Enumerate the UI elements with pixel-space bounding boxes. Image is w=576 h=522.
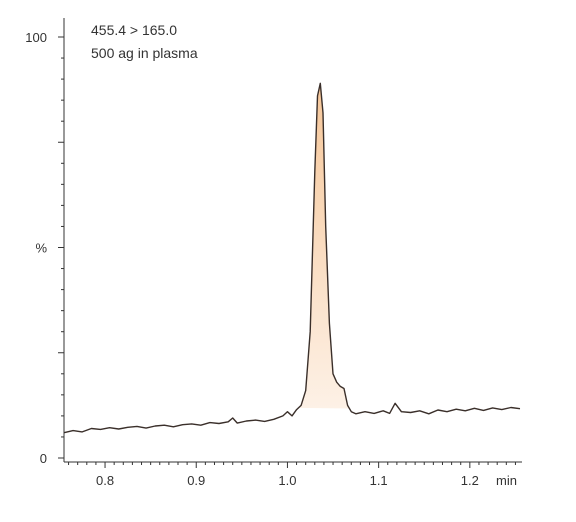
- x-tick-label: 1.0: [278, 473, 296, 488]
- y-tick-label: 0: [40, 451, 47, 466]
- peak-area: [298, 83, 350, 409]
- chromatogram-trace: [63, 82, 521, 434]
- x-tick-label: 1.2: [461, 473, 479, 488]
- x-tick-label: 1.1: [370, 473, 388, 488]
- x-axis-unit: min: [496, 473, 517, 488]
- x-tick-label: 0.9: [187, 473, 205, 488]
- x-tick-label: 0.8: [96, 473, 114, 488]
- y-tick-label: 100: [25, 30, 47, 45]
- y-axis-label: %: [35, 241, 47, 256]
- sample-annotation: 500 ag in plasma: [91, 45, 198, 61]
- transition-annotation: 455.4 > 165.0: [91, 22, 178, 38]
